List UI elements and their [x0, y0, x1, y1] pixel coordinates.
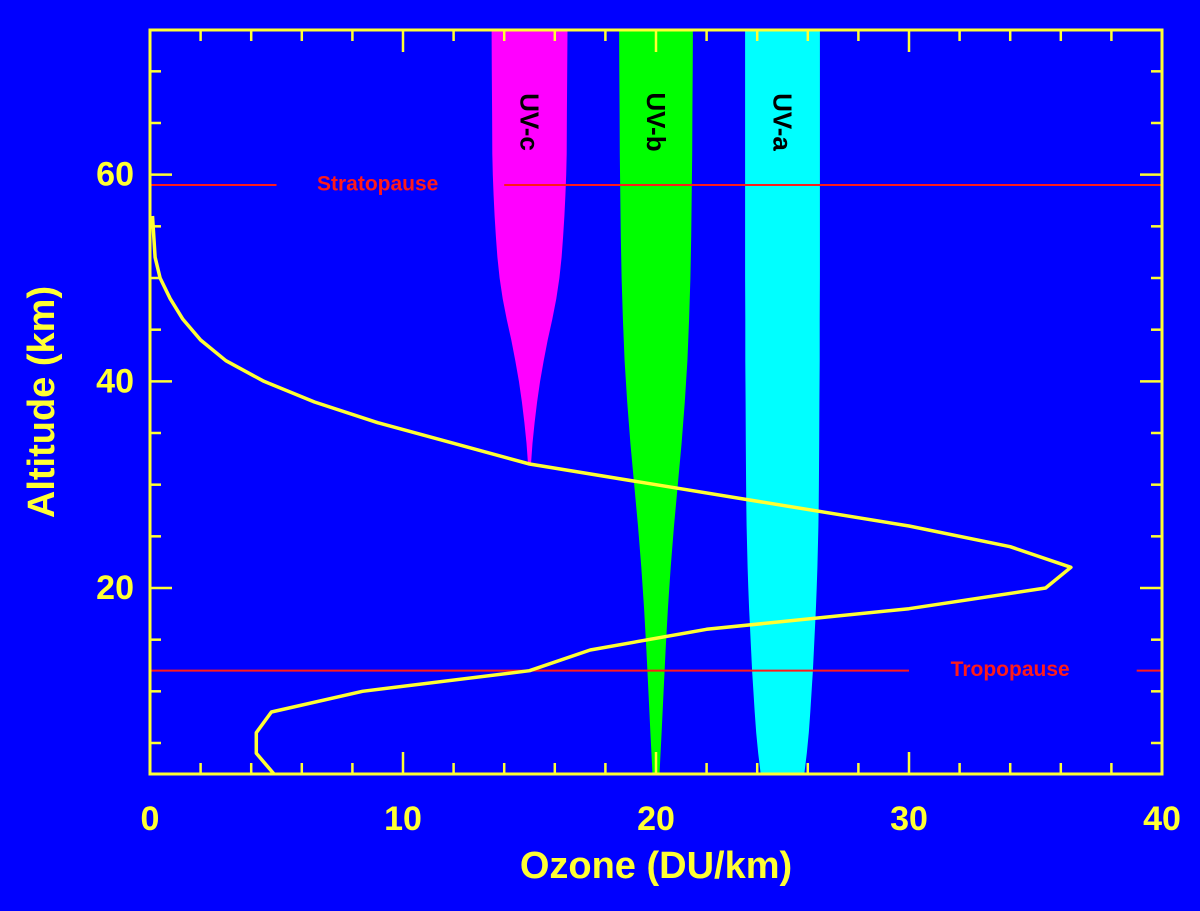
stratopause-label: Stratopause: [317, 173, 438, 196]
x-tick-label-40: 40: [1143, 800, 1181, 838]
x-axis-title: Ozone (DU/km): [520, 845, 792, 887]
tick-labels: 0 10 20 30 40 20 40 60: [96, 156, 1181, 838]
x-tick-label-20: 20: [637, 800, 675, 838]
ozone-series: [150, 215, 1073, 776]
band-label-uv-c: UV-c: [515, 93, 545, 151]
x-tick-label-30: 30: [890, 800, 928, 838]
band-uv-a: [745, 30, 820, 774]
plot-axes: [148, 28, 1164, 776]
y-axis-title: Altitude (km): [21, 286, 63, 518]
y-tick-label-20: 20: [96, 569, 134, 607]
band-uv-b: [619, 30, 693, 774]
tropopause-label: Tropopause: [951, 658, 1070, 681]
y-tick-label-60: 60: [96, 156, 134, 194]
y-tick-label-40: 40: [96, 362, 134, 400]
reference-lines: Stratopause Tropopause: [150, 173, 1162, 681]
band-uv-c: [491, 30, 568, 464]
x-tick-label-0: 0: [141, 800, 160, 838]
band-label-uv-a: UV-a: [768, 93, 798, 151]
x-tick-label-10: 10: [384, 800, 422, 838]
band-label-uv-b: UV-b: [641, 92, 671, 151]
uv-bands: UV-c UV-b UV-a: [491, 30, 820, 774]
ozone-profile-line: [150, 215, 1073, 776]
